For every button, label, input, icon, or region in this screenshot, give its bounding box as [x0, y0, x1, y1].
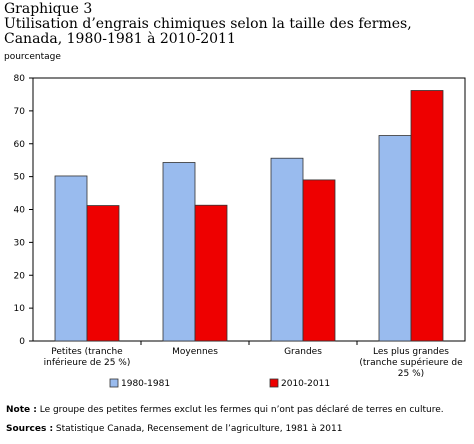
bar: [86, 205, 120, 342]
legend-swatch: [109, 378, 119, 388]
bar: [162, 162, 196, 342]
y-tick-label: 60: [14, 140, 26, 150]
bar: [378, 135, 412, 342]
y-tick-label: 0: [19, 337, 25, 347]
note-label: Sources :: [6, 424, 54, 434]
legend-swatch: [269, 378, 279, 388]
x-tick-label: Moyennes: [172, 347, 218, 357]
note-text: Statistique Canada, Recensement de l’agr…: [53, 424, 343, 434]
y-tick-label: 10: [14, 304, 26, 314]
title: Utilisation d’engrais chimiques selon la…: [4, 16, 412, 32]
y-tick-label: 80: [14, 74, 26, 84]
bar: [302, 179, 336, 342]
bar: [270, 157, 304, 342]
y-tick-label: 20: [14, 271, 26, 281]
note: Note : Le groupe des petites fermes excl…: [6, 405, 444, 415]
note-label: Note :: [6, 405, 37, 415]
y-tick-label: 30: [14, 238, 26, 248]
title: Graphique 3: [4, 1, 93, 17]
y-tick-label: 70: [14, 107, 26, 117]
bar: [54, 175, 88, 342]
y-axis-label: pourcentage: [4, 52, 61, 62]
legend-label: 2010-2011: [281, 379, 330, 389]
note-text: Le groupe des petites fermes exclut les …: [36, 405, 444, 415]
source: Sources : Statistique Canada, Recensemen…: [6, 424, 343, 434]
x-tick-label: Grandes: [284, 347, 322, 357]
x-tick-label: Petites (tranche inférieure de 25 %): [43, 347, 131, 368]
title: Canada, 1980-1981 à 2010-2011: [4, 31, 236, 47]
y-tick-label: 40: [14, 206, 26, 216]
bar: [410, 90, 444, 342]
y-tick-label: 50: [14, 173, 26, 183]
x-tick-label: Les plus grandes (tranche supérieure de …: [359, 347, 463, 379]
legend-label: 1980-1981: [121, 379, 170, 389]
bar: [194, 204, 228, 342]
